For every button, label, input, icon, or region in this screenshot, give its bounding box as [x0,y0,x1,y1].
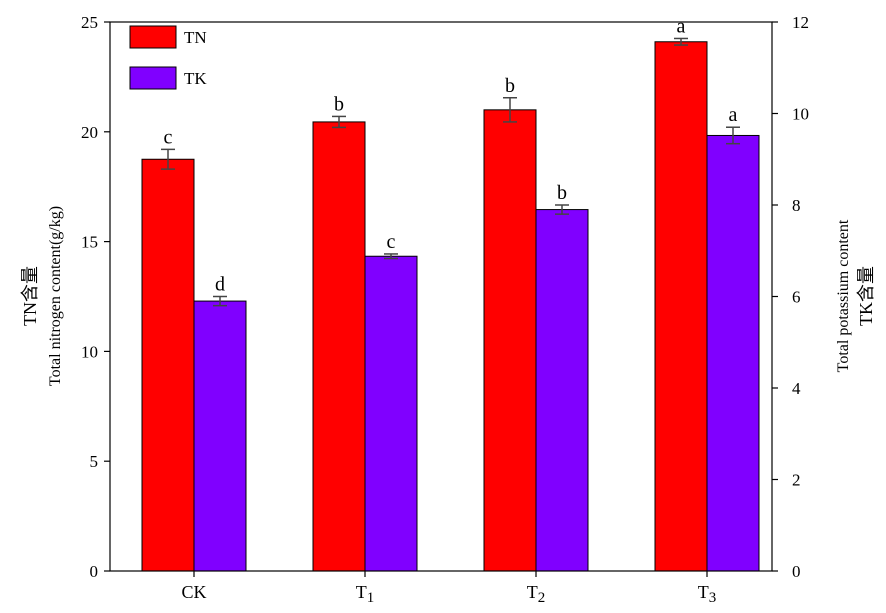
left-axis-title-line1: TN含量 [20,266,40,326]
error-bar-tn-ck [161,148,175,170]
error-bar-tn-t2 [503,97,517,123]
legend-swatch-tk [129,66,177,90]
bar-tk-t1 [364,255,418,572]
significance-letter-tn-t3: a [677,15,686,37]
left-tick-label: 15 [81,233,98,252]
error-bar-tk-t1 [384,253,398,260]
significance-letter-tn-t2: b [505,75,515,97]
error-bar-tn-t1 [332,115,346,129]
legend-label-tk: TK [184,69,207,88]
bar-tk-ck [193,300,247,572]
right-axis-title-line1: Total potassium content [835,219,852,372]
right-tick-label: 2 [792,471,801,490]
bars-layer [141,41,760,572]
left-tick-label: 20 [81,123,98,142]
left-axis-title: TN含量 Total nitrogen content(g/kg) [20,206,64,386]
x-tick-label-ck: CK [181,582,206,602]
right-tick-label: 8 [792,196,801,215]
significance-letter-tk-ck: d [215,274,225,296]
left-y-axis: 0 5 10 15 20 25 [81,13,110,581]
right-tick-label: 0 [792,562,801,581]
x-axis: CK T1 T2 T3 [181,571,716,606]
bar-tk-t3 [706,134,760,572]
right-axis-title: Total potassium content TK含量 [835,219,876,372]
left-tick-label: 25 [81,13,98,32]
right-tick-label: 10 [792,105,809,124]
significance-letter-tk-t3: a [729,104,738,126]
left-tick-label: 0 [90,562,99,581]
significance-letter-tk-t1: c [387,231,396,253]
left-tick-label: 5 [90,452,99,471]
significance-letter-tn-ck: c [164,126,173,148]
x-tick-label-t1: T1 [356,582,375,606]
error-bar-tk-t2 [555,204,569,215]
bar-tn-t3 [654,41,708,572]
legend: TN TK [129,25,207,90]
bar-tn-t2 [483,109,537,572]
bar-tn-ck [141,158,195,572]
right-tick-label: 12 [792,13,809,32]
x-tick-label-t3: T3 [698,582,717,606]
right-axis-title-line2: TK含量 [856,266,876,326]
right-tick-label: 4 [792,379,801,398]
error-bar-tk-ck [213,295,227,307]
right-y-axis: 0 2 4 6 8 10 12 [772,13,809,581]
right-tick-label: 6 [792,288,801,307]
error-bar-tk-t3 [726,126,740,145]
significance-letter-tk-t2: b [557,182,567,204]
significance-letters-layer: c b b a d c b a [164,15,738,295]
left-axis-title-line2: Total nitrogen content(g/kg) [47,206,64,386]
error-bar-tn-t3 [674,37,688,46]
bar-tk-t2 [535,209,589,572]
bar-tn-t1 [312,121,366,572]
legend-swatch-tn [129,25,177,49]
error-bars-layer [161,37,740,307]
x-tick-label-t2: T2 [527,582,546,606]
legend-label-tn: TN [184,28,207,47]
significance-letter-tn-t1: b [334,93,344,115]
left-tick-label: 10 [81,342,98,361]
